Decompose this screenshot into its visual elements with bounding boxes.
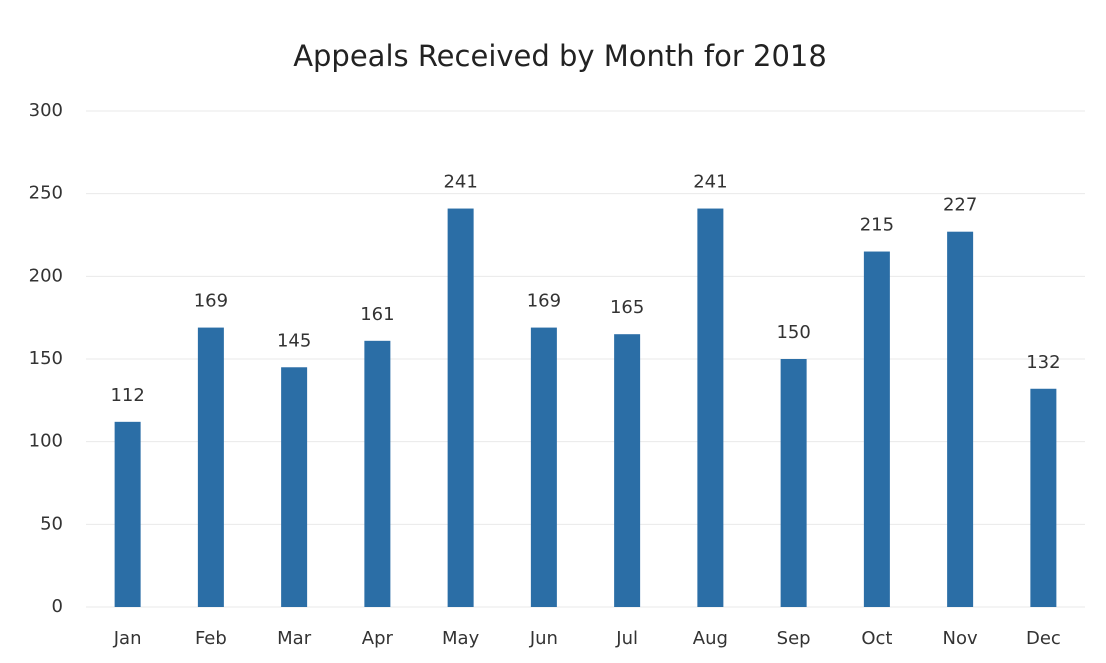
x-tick-label: Jan — [113, 628, 142, 649]
x-tick-label: Mar — [277, 628, 312, 649]
bar — [114, 421, 141, 607]
bar — [530, 327, 557, 607]
x-tick-label: May — [442, 628, 480, 649]
x-tick-label: Nov — [943, 628, 978, 649]
bar — [697, 208, 724, 607]
data-label: 161 — [360, 304, 394, 325]
data-label: 145 — [277, 330, 311, 351]
chart-title: Appeals Received by Month for 2018 — [293, 39, 827, 73]
data-label: 112 — [110, 385, 144, 406]
x-tick-label: Sep — [777, 628, 811, 649]
bar — [1030, 388, 1057, 607]
x-tick-label: Jun — [529, 628, 558, 649]
y-tick-label: 200 — [29, 265, 63, 286]
x-tick-label: Aug — [693, 628, 728, 649]
data-label: 132 — [1026, 352, 1060, 373]
y-tick-label: 250 — [29, 183, 63, 204]
data-label: 241 — [443, 172, 477, 193]
y-tick-label: 0 — [52, 596, 63, 617]
x-tick-label: Jul — [615, 628, 638, 649]
data-label: 227 — [943, 195, 977, 216]
data-label: 215 — [860, 215, 894, 236]
y-tick-label: 150 — [29, 348, 63, 369]
bar — [614, 334, 641, 607]
bar — [863, 251, 890, 608]
data-label: 150 — [776, 322, 810, 343]
data-label: 169 — [194, 291, 228, 312]
bar — [281, 367, 308, 607]
bar — [780, 359, 807, 607]
bar — [197, 327, 224, 607]
y-tick-label: 50 — [40, 513, 63, 534]
data-label: 241 — [693, 172, 727, 193]
y-tick-label: 100 — [29, 431, 63, 452]
bar — [947, 231, 974, 607]
data-label: 165 — [610, 297, 644, 318]
y-tick-label: 300 — [29, 100, 63, 121]
data-label: 169 — [527, 291, 561, 312]
bar — [364, 340, 391, 607]
bar — [447, 208, 474, 607]
x-tick-label: Apr — [362, 628, 394, 649]
x-tick-label: Oct — [861, 628, 892, 649]
x-tick-label: Feb — [195, 628, 227, 649]
x-tick-label: Dec — [1026, 628, 1061, 649]
